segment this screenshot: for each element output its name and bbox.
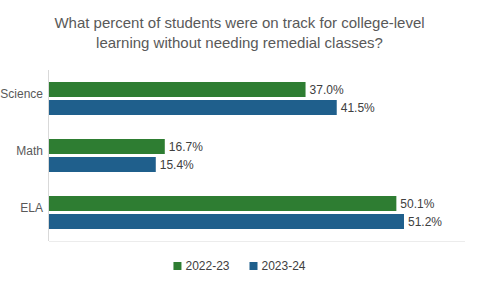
title: What percent of students were on track f… bbox=[54, 14, 424, 51]
legend-label: 2023-24 bbox=[262, 259, 306, 273]
legend-swatch bbox=[173, 262, 181, 270]
legend-label: 2022-23 bbox=[185, 259, 229, 273]
labels: Science 37.0% 41.5% Math 16.7% 15.4% ELA 50.1% 5… bbox=[0, 83, 442, 229]
bar bbox=[49, 196, 396, 211]
chart: What percent of students were on track f… bbox=[0, 0, 479, 287]
category-label: Math bbox=[16, 144, 43, 158]
data-label: 16.7% bbox=[169, 140, 203, 154]
data-label: 51.2% bbox=[408, 215, 442, 229]
category-label: ELA bbox=[20, 201, 43, 215]
data-label: 37.0% bbox=[310, 83, 344, 97]
title-line: learning without needing remedial classe… bbox=[96, 34, 383, 51]
title-line: What percent of students were on track f… bbox=[54, 14, 424, 31]
bar bbox=[49, 214, 404, 229]
data-label: 41.5% bbox=[341, 101, 375, 115]
bar bbox=[49, 157, 156, 172]
y-axis-line bbox=[48, 70, 49, 241]
bar bbox=[49, 100, 337, 115]
legend: 2022-23 2023-24 bbox=[173, 259, 305, 273]
legend-swatch bbox=[250, 262, 258, 270]
category-label: Science bbox=[0, 87, 43, 101]
data-label: 15.4% bbox=[160, 158, 194, 172]
bars bbox=[49, 82, 404, 229]
bar bbox=[49, 139, 165, 154]
data-label: 50.1% bbox=[400, 197, 434, 211]
bar bbox=[49, 82, 306, 97]
x-axis-line bbox=[49, 241, 465, 242]
